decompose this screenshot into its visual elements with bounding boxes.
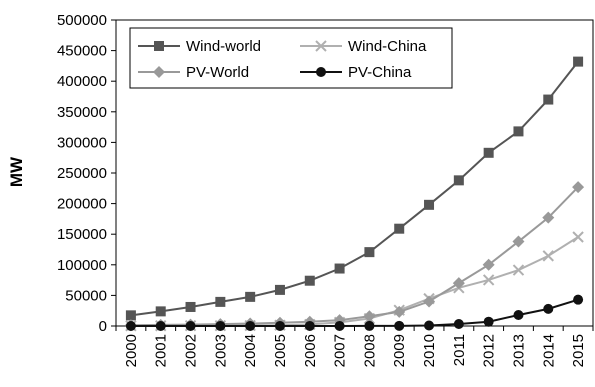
legend-label-pv-world: PV-World [186, 64, 249, 81]
legend-marker-wind-world [154, 41, 164, 51]
x-tick-label: 2005 [272, 334, 289, 367]
legend-item-pv-world: PV-World [138, 64, 249, 81]
x-tick-label: 2007 [332, 334, 349, 367]
data-point-pv-china [424, 320, 435, 331]
y-tick-label: 400000 [57, 73, 107, 90]
data-point-wind-china [512, 264, 525, 276]
x-tick-label: 2015 [570, 334, 587, 367]
x-tick-label: 2008 [361, 334, 378, 367]
data-point-pv-world [393, 305, 406, 318]
data-point-pv-china [125, 320, 136, 331]
series-line-wind-china [130, 236, 579, 327]
y-tick-label: 450000 [57, 43, 107, 60]
data-point-pv-china [155, 320, 166, 331]
series-pv-china [125, 294, 584, 331]
data-point-wind-world [274, 284, 285, 295]
data-point-pv-china [334, 320, 345, 331]
series-line-pv-china [130, 298, 579, 327]
data-point-wind-world [185, 301, 196, 312]
y-tick-label: 350000 [57, 104, 107, 121]
legend-label-wind-world: Wind-world [186, 38, 261, 55]
x-tick-label: 2003 [212, 334, 229, 367]
data-point-pv-china [543, 303, 554, 314]
y-tick-label: 300000 [57, 134, 107, 151]
y-axis-label: MW [7, 156, 26, 187]
y-tick-label: 150000 [57, 226, 107, 243]
y-tick-label: 250000 [57, 165, 107, 182]
series-line-pv-world [130, 186, 579, 327]
x-tick-label: 2002 [183, 334, 200, 367]
data-point-wind-world [543, 94, 554, 105]
x-tick-label: 2004 [242, 334, 259, 367]
legend-marker-pv-china [316, 67, 326, 77]
data-point-pv-china [215, 320, 226, 331]
series-wind-world [125, 56, 584, 321]
legend: Wind-world Wind-China PV-World PV-China [129, 27, 453, 89]
data-point-wind-world [334, 263, 345, 274]
data-point-wind-world [364, 247, 375, 258]
data-point-wind-world [394, 223, 405, 234]
x-tick-label: 2006 [302, 334, 319, 367]
data-point-wind-world [245, 291, 256, 302]
y-tick-label: 200000 [57, 196, 107, 213]
data-point-wind-world [513, 126, 524, 137]
data-point-wind-world [573, 56, 584, 67]
x-tick-label: 2011 [451, 334, 468, 366]
legend-label-wind-china: Wind-China [348, 38, 427, 55]
series-line-wind-world [130, 60, 579, 317]
data-point-wind-world [155, 306, 166, 317]
data-point-wind-world [453, 175, 464, 186]
data-point-pv-world [482, 258, 495, 271]
data-point-wind-world [125, 310, 136, 321]
data-point-wind-world [483, 147, 494, 158]
legend-box [129, 27, 453, 89]
data-point-pv-world [542, 211, 555, 224]
data-point-pv-china [185, 320, 196, 331]
data-point-wind-world [215, 296, 226, 307]
data-point-pv-world [512, 235, 525, 248]
y-tick-label: 50000 [65, 287, 107, 304]
series-pv-world [124, 181, 585, 332]
legend-marker-wind-china [315, 40, 327, 52]
legend-label-pv-china: PV-China [348, 64, 412, 81]
data-point-pv-china [394, 320, 405, 331]
data-point-pv-china [513, 309, 524, 320]
x-tick-label: 2010 [421, 334, 438, 367]
data-point-pv-china [453, 318, 464, 329]
data-point-wind-world [424, 199, 435, 210]
data-point-pv-china [245, 320, 256, 331]
legend-item-wind-world: Wind-world [138, 38, 261, 55]
y-tick-label: 100000 [57, 257, 107, 274]
x-tick-label: 2001 [153, 334, 170, 367]
legend-item-wind-china: Wind-China [300, 38, 427, 55]
y-tick-label: 0 [99, 318, 107, 335]
x-tick-label: 2009 [391, 334, 408, 367]
data-point-pv-china [364, 320, 375, 331]
x-tick-label: 2014 [540, 334, 557, 367]
axes: 0 50000 100000 150000 200000 250000 300000 3500… [57, 12, 594, 367]
data-point-pv-world [452, 277, 465, 290]
y-tick-label: 500000 [57, 12, 107, 29]
data-point-pv-china [573, 294, 584, 305]
data-point-wind-world [304, 275, 315, 286]
x-tick-label: 2012 [481, 334, 498, 367]
legend-item-pv-china: PV-China [300, 64, 412, 81]
legend-items: Wind-world Wind-China PV-World PV-China [138, 38, 427, 81]
data-point-pv-china [304, 320, 315, 331]
data-point-wind-china [572, 231, 584, 243]
x-tick-label: 2000 [123, 334, 140, 367]
data-point-pv-world [363, 310, 376, 323]
x-tick-label: 2013 [510, 334, 527, 367]
data-point-pv-world [423, 295, 436, 308]
legend-marker-pv-world [153, 66, 165, 78]
data-point-wind-china [542, 250, 554, 262]
data-point-pv-china [274, 320, 285, 331]
data-point-pv-china [483, 316, 494, 327]
series-layer [124, 56, 585, 332]
data-point-wind-china [482, 274, 495, 286]
data-point-pv-world [572, 181, 585, 194]
